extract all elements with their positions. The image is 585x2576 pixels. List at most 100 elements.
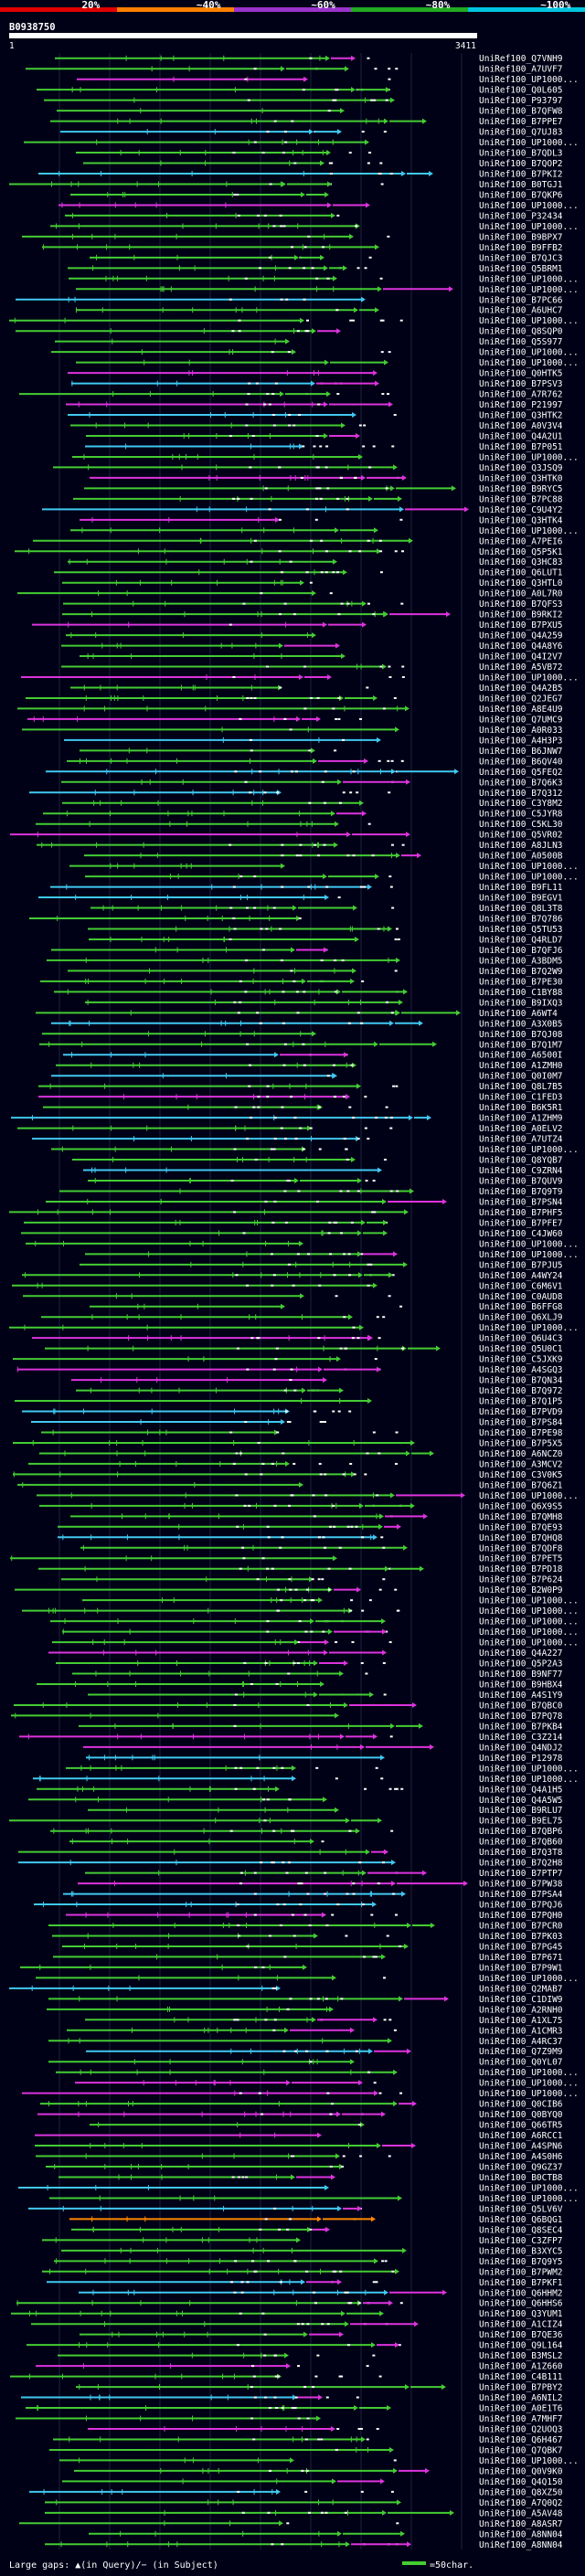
gap-mark <box>253 1892 257 1895</box>
gap-mark <box>327 110 331 112</box>
gap-mark <box>348 1274 352 1277</box>
alignment-row: UniRef100_Q0L605 <box>37 86 563 96</box>
gap-mark <box>316 696 320 699</box>
row-label: UniRef100_B7PKI2 <box>479 170 563 180</box>
hit-arrow <box>317 2132 322 2138</box>
row-label: UniRef100_B7PFE7 <box>479 1218 563 1228</box>
row-label: UniRef100_A4SPN6 <box>479 2142 563 2152</box>
hit-arrow <box>378 1167 382 1173</box>
gap-mark <box>245 424 249 427</box>
row-label: UniRef100_B7PS84 <box>479 1418 563 1428</box>
gap-mark <box>250 2417 254 2420</box>
hit-extension-arrow <box>450 2509 454 2516</box>
gap-mark <box>259 770 262 773</box>
alignment-row: UniRef100_Q5FEQ2 <box>46 768 563 778</box>
alignment-row: UniRef100_Q9GZ37 <box>46 2163 563 2173</box>
hit-extension-arrow <box>382 1628 387 1635</box>
gap-mark <box>261 1462 265 1465</box>
hit-arrow <box>391 1881 396 1887</box>
row-label: UniRef100_B7PBY2 <box>479 2383 563 2393</box>
row-label: UniRef100_Q4RLD7 <box>479 935 563 945</box>
alignment-row: UniRef100_A8ASR7 <box>19 2519 563 2529</box>
alignment-row: UniRef100_B7PSV3 <box>71 379 563 389</box>
alignment-row: UniRef100_Q2JEG7 <box>26 694 563 704</box>
alignment-row: UniRef100_B7Q9T9 <box>59 1187 563 1197</box>
gap-mark <box>317 1106 321 1108</box>
gap-mark <box>306 2323 310 2326</box>
alignment-row: UniRef100_B0CTB8 <box>58 2173 563 2183</box>
gap-mark <box>244 780 248 783</box>
gap-mark <box>236 1903 239 1906</box>
gap-mark <box>346 1892 349 1895</box>
gap-mark <box>292 613 296 616</box>
gap-mark <box>281 885 284 888</box>
gap-mark <box>288 1798 292 1801</box>
gap-mark <box>301 2323 304 2326</box>
gap-mark <box>279 1546 282 1549</box>
gap-mark <box>296 1253 300 1256</box>
alignment-row: UniRef100_A7R762 <box>19 390 563 400</box>
row-label: UniRef100_B7QBC0 <box>479 1701 563 1711</box>
gap-mark <box>275 1347 279 1350</box>
gap-mark <box>241 1546 245 1549</box>
hit-arrow <box>333 275 337 281</box>
gap-mark <box>303 707 307 710</box>
hit-arrow <box>388 926 392 932</box>
hit-arrow <box>333 1073 337 1079</box>
gap-mark <box>232 152 236 154</box>
gap-mark <box>392 1892 396 1895</box>
scale-segment <box>351 7 468 12</box>
gap-mark <box>276 2375 280 2378</box>
row-label: UniRef100_Q5BRM1 <box>479 264 563 274</box>
row-label: UniRef100_A1XL75 <box>479 2016 563 2026</box>
row-label: UniRef100_B7PQH0 <box>479 1911 563 1921</box>
gap-mark <box>353 1473 356 1476</box>
row-label: UniRef100_Q0I0M7 <box>479 1072 563 1082</box>
gap-mark <box>294 770 298 773</box>
gap-mark <box>268 403 271 406</box>
hit-arrow <box>290 2457 294 2464</box>
hit-extension-arrow <box>387 2405 391 2412</box>
hit-extension-arrow <box>337 129 342 135</box>
gap-mark <box>324 1892 327 1895</box>
gap-mark <box>296 1012 300 1014</box>
hit-extension-arrow <box>375 307 379 313</box>
alignment-row: UniRef100_Q4RLD7 <box>89 935 563 945</box>
gap-mark <box>249 791 252 794</box>
row-label: UniRef100_A8E4U9 <box>479 705 563 715</box>
gap-mark <box>274 2375 278 2378</box>
gap-mark <box>363 424 367 427</box>
gap-mark <box>316 2354 320 2357</box>
gap-mark <box>385 99 388 101</box>
gap-mark <box>348 152 352 154</box>
row-label: UniRef100_UP1000... <box>479 862 579 872</box>
row-label: UniRef100_B6FFG8 <box>479 1302 563 1312</box>
hit-extension-arrow <box>456 1010 461 1016</box>
alignment-row: UniRef100_A2RNH0 <box>47 2005 563 2015</box>
row-label: UniRef100_B7Q1P5 <box>479 1397 563 1407</box>
alignment-row: UniRef100_Q5U0C1 <box>45 1344 563 1354</box>
gap-mark <box>332 2270 335 2273</box>
gap-mark <box>291 120 294 122</box>
gap-mark <box>304 330 308 333</box>
gap-mark <box>303 267 306 270</box>
gap-mark <box>326 2092 330 2094</box>
gap-mark <box>283 602 287 605</box>
gap-mark <box>376 1316 379 1319</box>
row-label: UniRef100_Q8L3T8 <box>479 904 563 914</box>
gap-mark <box>350 1064 354 1066</box>
gap-mark <box>318 1284 322 1287</box>
row-label: UniRef100_Q5U0C1 <box>479 1344 563 1354</box>
gap-mark <box>261 1557 265 1560</box>
hit-arrow <box>341 422 346 429</box>
gap-mark <box>381 319 385 322</box>
hit-arrow <box>299 1240 303 1246</box>
alignment-row: UniRef100_P21997 <box>66 400 563 410</box>
alignment-row: UniRef100_B7PWM2 <box>42 2267 563 2277</box>
row-label: UniRef100_B7Q3T8 <box>479 1848 563 1858</box>
gap-mark <box>272 906 276 909</box>
gap-mark <box>280 1127 283 1129</box>
gap-mark <box>326 2323 330 2326</box>
hit-arrow <box>409 537 413 544</box>
row-label: UniRef100_Q5S977 <box>479 337 563 347</box>
